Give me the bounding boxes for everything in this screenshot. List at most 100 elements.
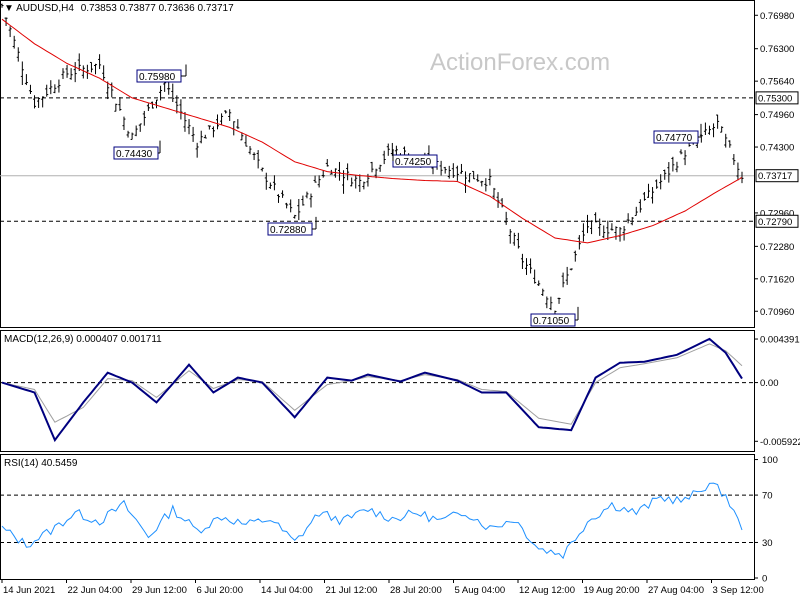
candle	[464, 171, 468, 193]
candle	[114, 103, 118, 112]
candle	[679, 149, 683, 155]
candle	[602, 225, 606, 238]
candle	[525, 258, 529, 275]
candle	[443, 166, 447, 174]
candle	[504, 211, 508, 225]
candle	[171, 83, 175, 103]
candle	[61, 68, 65, 80]
candle	[297, 199, 301, 221]
price-tick-label: 0.72960	[760, 208, 794, 219]
candle	[736, 162, 740, 181]
candle	[740, 171, 744, 184]
candle	[655, 179, 659, 189]
candle	[33, 95, 37, 109]
candle	[667, 162, 671, 183]
candle	[325, 159, 329, 167]
annotations: 0.75980 0.74430 0.72880 0.74250 0.71050 0.747…	[113, 64, 702, 327]
candle	[512, 232, 516, 246]
candle	[354, 175, 358, 189]
watermark: ActionForex.com	[430, 49, 610, 76]
candle	[337, 161, 341, 181]
candle	[472, 170, 476, 180]
candle	[455, 165, 459, 181]
candle	[45, 84, 49, 97]
candle	[683, 150, 687, 166]
price-tick-label: 0.75640	[760, 77, 794, 88]
candle	[313, 175, 317, 183]
candle	[106, 81, 110, 100]
price-tick-label: 0.72280	[760, 242, 794, 253]
candle	[179, 99, 183, 120]
candle	[69, 68, 73, 80]
candle	[0, 3, 4, 8]
rsi-tick-label: 100	[762, 455, 778, 466]
time-tick-label: 5 Aug 04:00	[455, 585, 506, 596]
candle	[707, 125, 711, 135]
candle	[215, 114, 219, 130]
candle	[228, 109, 232, 121]
candle	[663, 169, 667, 180]
price-annotation: 0.74770	[653, 123, 702, 144]
candle	[159, 85, 163, 101]
candle	[529, 258, 533, 274]
candle	[622, 226, 626, 241]
candle	[541, 288, 545, 296]
candle	[378, 164, 382, 172]
candle	[155, 99, 159, 109]
header-ohlc: 0.73853 0.73877 0.73636 0.73717	[81, 3, 234, 14]
candle	[451, 163, 455, 178]
candle	[264, 172, 268, 190]
candle	[77, 53, 81, 72]
candle	[630, 217, 634, 226]
chart-header: ▼ AUDUSD,H4 0.73853 0.73877 0.73636 0.73…	[4, 3, 234, 14]
candle	[240, 132, 244, 141]
time-tick-label: 3 Sep 12:00	[713, 585, 764, 596]
candle	[646, 183, 650, 198]
candle	[122, 116, 126, 131]
candle	[41, 96, 45, 108]
candle	[459, 163, 463, 174]
candle	[447, 165, 451, 179]
candle	[728, 140, 732, 148]
candle	[626, 213, 630, 224]
candle	[37, 97, 41, 108]
candle	[57, 79, 61, 93]
macd-signal-line	[1, 343, 743, 425]
candle	[496, 192, 500, 208]
candle	[703, 122, 707, 136]
candle	[500, 198, 504, 208]
candle	[309, 193, 313, 208]
candle	[476, 174, 480, 182]
candle	[614, 226, 618, 240]
time-tick-label: 12 Aug 12:00	[519, 585, 575, 596]
candle	[557, 297, 561, 304]
candle	[342, 170, 346, 194]
candle	[594, 212, 598, 223]
rsi-tick-label: 0	[762, 574, 767, 585]
candle	[276, 194, 280, 203]
candle	[480, 180, 484, 187]
price-annotation: 0.74430	[113, 140, 161, 160]
candle	[187, 119, 191, 135]
candle	[163, 81, 167, 92]
candle	[370, 161, 374, 173]
candle	[638, 199, 642, 213]
candle	[207, 125, 211, 130]
candle	[199, 130, 203, 144]
level-price-label: 0.72790	[758, 217, 792, 228]
candle	[285, 202, 289, 209]
candle	[268, 182, 272, 189]
price-annotation: 0.75980	[136, 64, 187, 83]
candle	[220, 113, 224, 125]
time-tick-label: 14 Jun 2021	[3, 585, 55, 596]
candle	[484, 178, 488, 192]
candle	[618, 226, 622, 242]
candle	[28, 84, 32, 94]
candle	[20, 61, 24, 86]
candle	[89, 61, 93, 73]
macd-tick-label: 0.00	[760, 378, 779, 389]
macd-tick-label: -0.005922	[760, 437, 800, 448]
candle	[606, 220, 610, 240]
candle	[8, 26, 12, 38]
